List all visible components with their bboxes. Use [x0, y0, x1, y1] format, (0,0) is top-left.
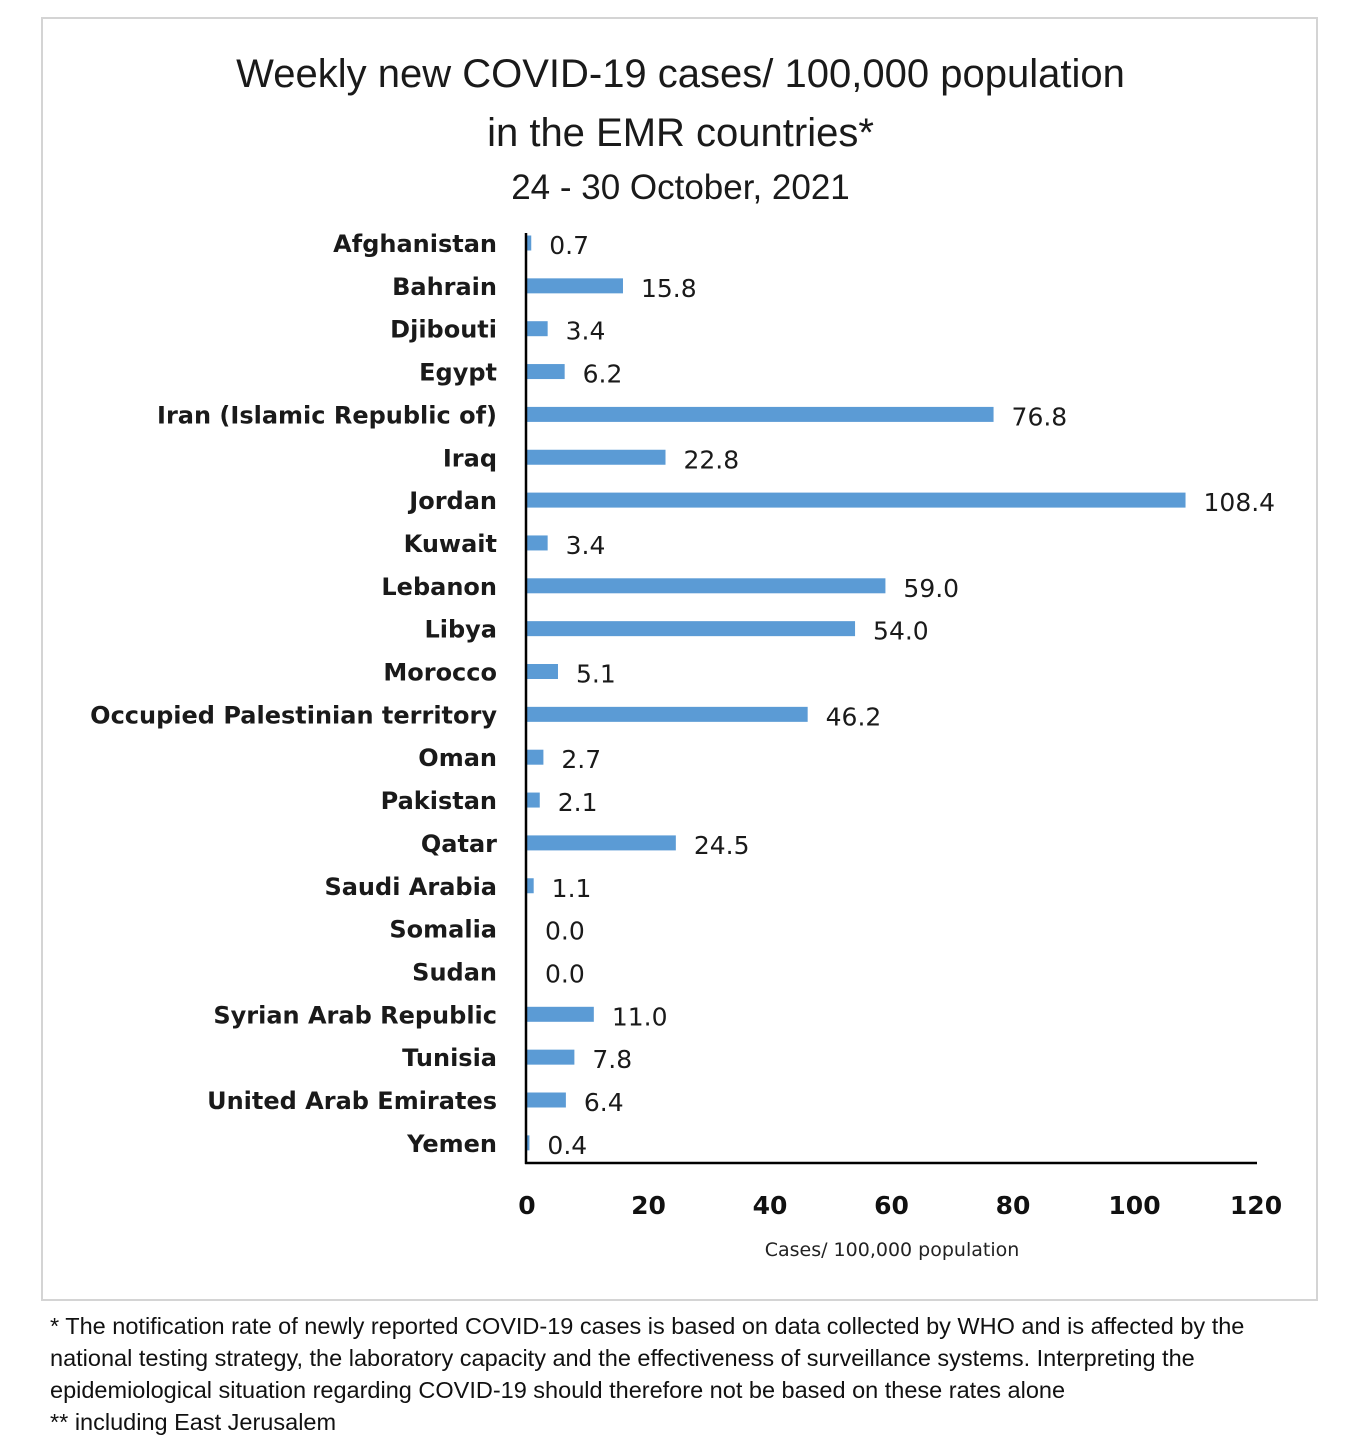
- category-label: Syrian Arab Republic: [213, 1001, 497, 1029]
- bar: [527, 835, 676, 851]
- category-label: United Arab Emirates: [207, 1087, 497, 1115]
- bar: [527, 578, 886, 594]
- bar: [527, 878, 534, 894]
- data-label: 5.1: [576, 660, 616, 689]
- data-label: 11.0: [612, 1002, 668, 1031]
- category-label: Yemen: [406, 1130, 497, 1158]
- category-label: Egypt: [419, 359, 497, 387]
- bar: [527, 321, 548, 337]
- category-label: Somalia: [389, 916, 497, 944]
- chart-frame: [41, 17, 1318, 1301]
- category-label: Afghanistan: [333, 230, 497, 258]
- bar: [527, 235, 532, 251]
- category-label: Oman: [418, 744, 497, 772]
- bar: [527, 1006, 594, 1022]
- x-tick-label: 20: [631, 1191, 666, 1220]
- x-tick-label: 0: [518, 1191, 535, 1220]
- x-tick-label: 120: [1230, 1191, 1282, 1220]
- category-label: Jordan: [407, 487, 497, 515]
- bar: [527, 1049, 575, 1065]
- category-label: Qatar: [421, 830, 497, 858]
- data-label: 3.4: [566, 317, 606, 346]
- footnote-line: ** including East Jerusalem: [50, 1409, 337, 1435]
- x-tick-label: 40: [753, 1191, 788, 1220]
- data-label: 2.7: [561, 745, 601, 774]
- data-label: 46.2: [826, 702, 882, 731]
- chart-title: Weekly new COVID-19 cases/ 100,000 popul…: [236, 52, 1125, 96]
- category-label: Pakistan: [381, 787, 497, 815]
- bar: [527, 535, 548, 551]
- data-label: 0.4: [547, 1131, 587, 1160]
- bar: [527, 1092, 566, 1108]
- data-label: 0.7: [549, 231, 589, 260]
- bar: [527, 492, 1186, 508]
- category-label: Morocco: [383, 659, 497, 687]
- bar: [527, 406, 994, 422]
- data-label: 6.2: [583, 360, 623, 389]
- category-label: Libya: [424, 616, 497, 644]
- chart-title-line2: in the EMR countries*: [487, 111, 874, 155]
- footnote-line: epidemiological situation regarding COVI…: [50, 1377, 1066, 1403]
- data-label: 7.8: [592, 1045, 632, 1074]
- bar: [527, 449, 666, 465]
- x-tick-label: 60: [874, 1191, 909, 1220]
- footnote-line: * The notification rate of newly reporte…: [50, 1313, 1245, 1339]
- x-tick-label: 100: [1108, 1191, 1160, 1220]
- data-label: 108.4: [1204, 488, 1276, 517]
- category-label: Iraq: [443, 444, 497, 472]
- category-label: Bahrain: [392, 273, 497, 301]
- category-label: Lebanon: [381, 573, 497, 601]
- data-label: 15.8: [641, 274, 697, 303]
- category-label: Kuwait: [404, 530, 497, 558]
- data-label: 24.5: [694, 831, 750, 860]
- x-tick-label: 80: [996, 1191, 1031, 1220]
- chart-subtitle: 24 - 30 October, 2021: [511, 168, 850, 207]
- data-label: 6.4: [584, 1088, 624, 1117]
- data-label: 22.8: [684, 445, 740, 474]
- data-label: 0.0: [545, 917, 585, 946]
- data-label: 59.0: [903, 574, 959, 603]
- bar: [527, 1135, 530, 1151]
- data-label: 1.1: [552, 874, 592, 903]
- data-label: 76.8: [1012, 402, 1068, 431]
- bar: [527, 364, 565, 380]
- data-label: 54.0: [873, 617, 929, 646]
- category-label: Iran (Islamic Republic of): [157, 401, 497, 429]
- footnotes: * The notification rate of newly reporte…: [50, 1310, 1340, 1438]
- bar: [527, 792, 540, 808]
- footnote-line: national testing strategy, the laborator…: [50, 1345, 1195, 1371]
- bar: [527, 706, 808, 722]
- bar: [527, 664, 558, 679]
- category-label: Tunisia: [402, 1044, 497, 1072]
- x-axis-title: Cases/ 100,000 population: [765, 1239, 1020, 1261]
- category-label: Sudan: [412, 958, 497, 986]
- category-label: Occupied Palestinian territory: [90, 701, 497, 729]
- category-label: Djibouti: [390, 316, 497, 344]
- data-label: 0.0: [545, 959, 585, 988]
- bar: [527, 278, 623, 294]
- data-label: 3.4: [566, 531, 606, 560]
- category-label: Saudi Arabia: [324, 873, 497, 901]
- bar: [527, 749, 544, 765]
- bar: [527, 621, 856, 637]
- bar-chart: Afghanistan 0.7 Bahrain 15.8 Djibouti 3.4 Egyp…: [90, 230, 1282, 1261]
- data-label: 2.1: [558, 788, 598, 817]
